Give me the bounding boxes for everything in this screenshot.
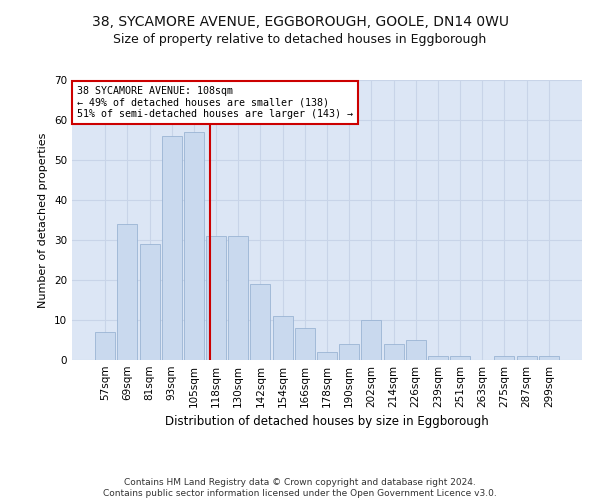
- Bar: [272, 316, 293, 360]
- Bar: [494, 356, 514, 360]
- Bar: [428, 356, 448, 360]
- Text: 38, SYCAMORE AVENUE, EGGBOROUGH, GOOLE, DN14 0WU: 38, SYCAMORE AVENUE, EGGBOROUGH, GOOLE, …: [91, 15, 509, 29]
- Text: 38 SYCAMORE AVENUE: 108sqm
← 49% of detached houses are smaller (138)
51% of sem: 38 SYCAMORE AVENUE: 108sqm ← 49% of deta…: [77, 86, 353, 119]
- Bar: [406, 340, 426, 360]
- Bar: [206, 236, 226, 360]
- Bar: [184, 132, 204, 360]
- Bar: [95, 332, 115, 360]
- Bar: [295, 328, 315, 360]
- Bar: [517, 356, 536, 360]
- Bar: [539, 356, 559, 360]
- Bar: [383, 344, 404, 360]
- X-axis label: Distribution of detached houses by size in Eggborough: Distribution of detached houses by size …: [165, 416, 489, 428]
- Y-axis label: Number of detached properties: Number of detached properties: [38, 132, 49, 308]
- Bar: [317, 352, 337, 360]
- Text: Contains HM Land Registry data © Crown copyright and database right 2024.
Contai: Contains HM Land Registry data © Crown c…: [103, 478, 497, 498]
- Bar: [250, 284, 271, 360]
- Text: Size of property relative to detached houses in Eggborough: Size of property relative to detached ho…: [113, 32, 487, 46]
- Bar: [140, 244, 160, 360]
- Bar: [361, 320, 382, 360]
- Bar: [450, 356, 470, 360]
- Bar: [228, 236, 248, 360]
- Bar: [339, 344, 359, 360]
- Bar: [118, 224, 137, 360]
- Bar: [162, 136, 182, 360]
